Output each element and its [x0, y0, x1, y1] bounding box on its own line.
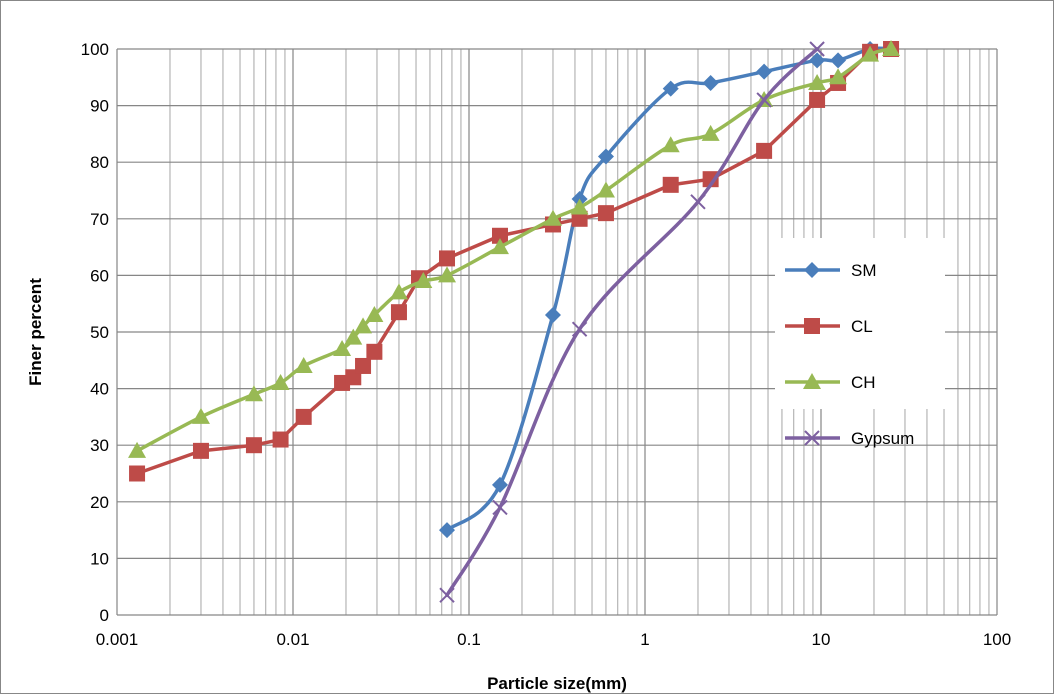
- legend-entry-sm: SM: [785, 261, 877, 280]
- data-point: [570, 198, 589, 215]
- data-point: [803, 373, 821, 389]
- data-point: [491, 476, 508, 493]
- data-point: [597, 148, 614, 165]
- legend-entry-ch: CH: [785, 373, 876, 392]
- x-tick-label: 1: [640, 630, 649, 649]
- data-point: [344, 328, 363, 345]
- legend-label: CL: [851, 317, 873, 336]
- data-point: [809, 91, 826, 108]
- data-point: [390, 304, 407, 321]
- data-point: [756, 63, 773, 80]
- data-point: [809, 41, 825, 57]
- series-gypsum: [439, 41, 825, 603]
- data-point: [804, 262, 820, 278]
- data-point: [809, 52, 826, 69]
- data-point: [830, 52, 847, 69]
- data-point: [414, 272, 433, 289]
- y-tick-label: 70: [90, 210, 109, 229]
- data-point: [544, 307, 561, 324]
- y-tick-label: 0: [100, 606, 109, 625]
- data-point: [662, 176, 679, 193]
- data-point: [365, 306, 384, 323]
- data-point: [244, 385, 263, 402]
- x-tick-label: 10: [812, 630, 831, 649]
- data-point: [333, 339, 352, 356]
- data-point: [439, 250, 456, 267]
- data-point: [571, 210, 588, 227]
- data-point: [128, 441, 147, 458]
- x-tick-labels: 0.001 0.01 0.1 1 10 100: [96, 630, 1011, 649]
- series-ch: [128, 40, 901, 458]
- data-point: [804, 318, 820, 334]
- data-point: [191, 407, 210, 424]
- data-point: [272, 431, 289, 448]
- x-tick-label: 0.1: [457, 630, 481, 649]
- data-point: [492, 499, 508, 516]
- data-point: [662, 80, 679, 97]
- data-point: [756, 142, 773, 159]
- data-point: [354, 317, 373, 334]
- data-point: [439, 522, 456, 539]
- legend-label: SM: [851, 261, 877, 280]
- y-tick-label: 10: [90, 549, 109, 568]
- legend-entry-gypsum: Gypsum: [785, 429, 914, 448]
- data-point: [702, 171, 719, 188]
- y-axis-title: Finer percent: [26, 278, 45, 386]
- data-point: [245, 437, 262, 454]
- data-point: [543, 209, 562, 226]
- x-tick-label: 0.001: [96, 630, 139, 649]
- data-point: [808, 73, 827, 90]
- y-tick-label: 50: [90, 323, 109, 342]
- data-point: [438, 266, 457, 283]
- data-point: [439, 587, 455, 603]
- data-point: [701, 124, 720, 141]
- data-point: [661, 136, 680, 153]
- data-point: [756, 92, 772, 108]
- y-tick-label: 30: [90, 436, 109, 455]
- y-tick-label: 80: [90, 153, 109, 172]
- legend-label: CH: [851, 373, 876, 392]
- data-point: [571, 321, 588, 337]
- data-point: [129, 465, 146, 482]
- legend-label: Gypsum: [851, 429, 914, 448]
- y-tick-label: 90: [90, 97, 109, 116]
- data-point: [355, 357, 372, 374]
- legend-entry-cl: CL: [785, 317, 873, 336]
- data-point: [690, 194, 706, 210]
- y-tick-label: 20: [90, 493, 109, 512]
- series-layer: [128, 40, 901, 603]
- data-point: [804, 430, 820, 446]
- x-axis-title: Particle size(mm): [487, 674, 627, 693]
- x-tick-label: 100: [983, 630, 1011, 649]
- data-point: [596, 181, 615, 198]
- data-point: [882, 40, 901, 56]
- data-point: [597, 205, 614, 222]
- y-tick-labels: 0 10 20 30 40 50 60 70 80 90 100: [81, 40, 109, 625]
- y-tick-label: 40: [90, 380, 109, 399]
- data-point: [829, 68, 848, 85]
- data-point: [389, 283, 408, 300]
- data-point: [702, 74, 719, 91]
- data-point: [295, 408, 312, 425]
- data-point: [366, 343, 383, 360]
- data-point: [271, 373, 290, 390]
- data-point: [294, 356, 313, 373]
- data-point: [861, 45, 880, 62]
- y-tick-label: 60: [90, 266, 109, 285]
- data-point: [192, 442, 209, 459]
- x-tick-label: 0.01: [276, 630, 309, 649]
- data-point: [491, 227, 508, 244]
- legend: SM CL CH Gypsum: [775, 238, 945, 448]
- data-point: [490, 238, 509, 255]
- y-tick-label: 100: [81, 40, 109, 59]
